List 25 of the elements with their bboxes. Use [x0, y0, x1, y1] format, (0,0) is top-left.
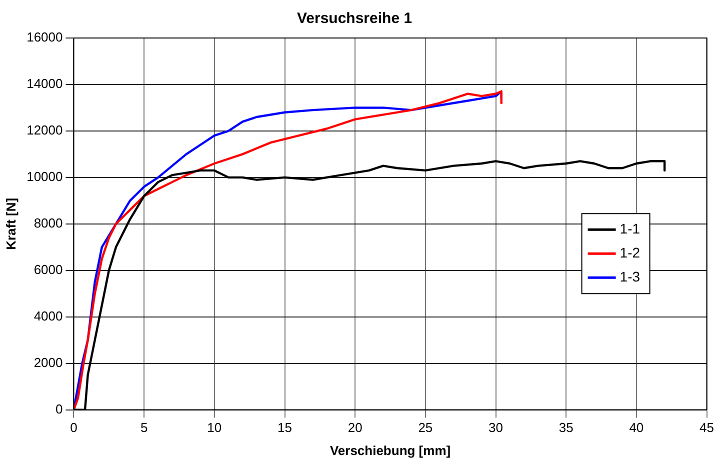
x-tick-label: 45 [700, 420, 714, 436]
x-tick-label: 0 [70, 420, 78, 436]
x-axis-title: Verschiebung [mm] [330, 442, 451, 458]
y-tick-label: 8000 [34, 215, 63, 230]
y-tick-label: 6000 [34, 262, 63, 277]
y-axis-title: Kraft [N] [3, 198, 18, 250]
x-tick-label: 35 [558, 420, 574, 436]
chart-title: Versuchsreihe 1 [296, 10, 412, 28]
legend-label: 1-1 [620, 220, 640, 237]
x-tick-label: 15 [278, 420, 292, 436]
legend-label: 1-2 [620, 244, 640, 261]
y-tick-label: 0 [56, 401, 63, 416]
y-tick-label: 12000 [26, 122, 63, 138]
x-tick-label: 10 [207, 420, 222, 436]
y-tick-label: 16000 [26, 30, 63, 45]
y-tick-label: 4000 [34, 308, 63, 324]
y-tick-label: 10000 [26, 169, 63, 184]
x-tick-label: 40 [629, 420, 644, 436]
x-tick-label: 20 [348, 420, 362, 436]
y-tick-label: 2000 [34, 354, 63, 370]
y-tick-label: 14000 [26, 76, 63, 92]
x-tick-label: 25 [418, 420, 433, 436]
x-tick-label: 30 [488, 420, 503, 436]
legend-label: 1-3 [620, 268, 640, 285]
x-tick-label: 5 [140, 420, 148, 436]
